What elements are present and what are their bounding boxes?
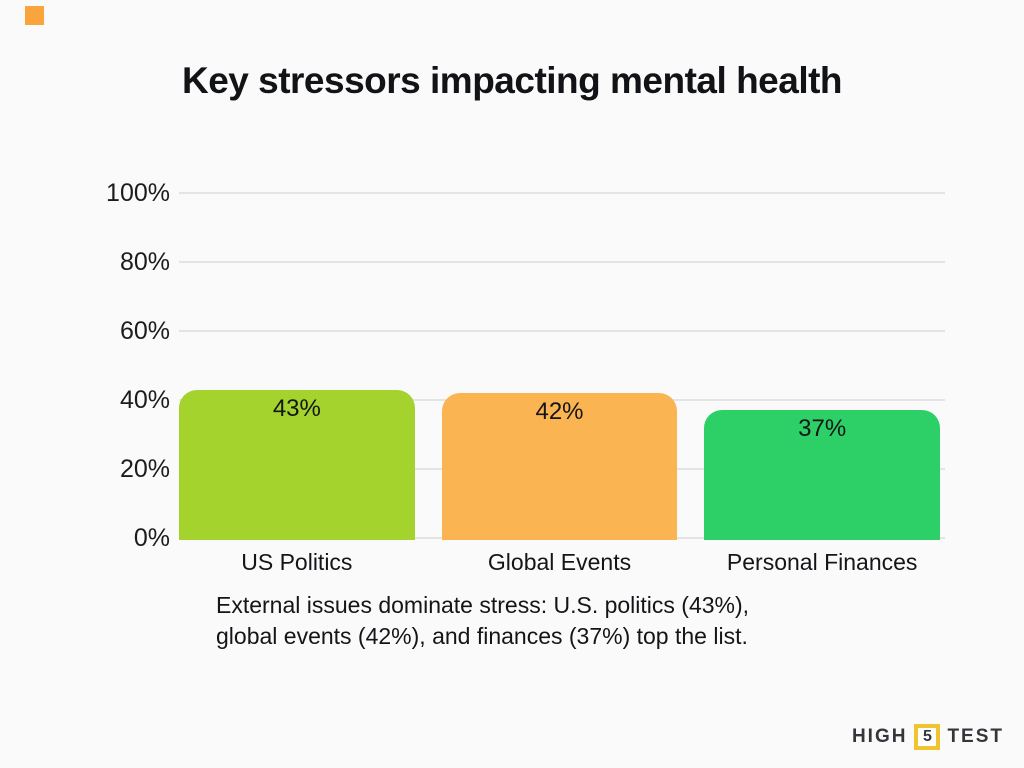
x-axis-labels: US Politics Global Events Personal Finance…: [179, 549, 940, 576]
y-tick-label-40: 40%: [119, 386, 170, 414]
caption: External issues dominate stress: U.S. po…: [216, 590, 749, 652]
x-label-us-politics: US Politics: [241, 549, 353, 575]
bars-group: 43% 42% 37%: [179, 389, 941, 540]
bar-global-events: 42%: [441, 393, 678, 540]
logo-5-badge: 5: [914, 724, 941, 750]
bar-value-label: 37%: [798, 415, 847, 443]
bar-us-politics: 43%: [179, 389, 415, 540]
y-tick-label-0: 0%: [133, 524, 170, 552]
high5test-logo: HIGH 5 TEST: [852, 722, 1004, 752]
caption-line-1: External issues dominate stress: U.S. po…: [216, 592, 750, 618]
y-tick-label-80: 80%: [119, 248, 170, 276]
bar-value-label: 42%: [535, 398, 584, 426]
caption-line-2: global events (42%), and finances (37%) …: [216, 623, 748, 649]
chart-title: Key stressors impacting mental health: [181, 60, 843, 101]
gridline-80: [179, 261, 945, 263]
x-label-personal-finances: Personal Finances: [726, 549, 918, 575]
y-tick-label-100: 100%: [106, 179, 170, 207]
logo-badge-number: 5: [922, 728, 932, 745]
bar-value-label: 43%: [272, 394, 321, 422]
bar-personal-finances: 37%: [704, 410, 941, 540]
x-label-global-events: Global Events: [487, 549, 632, 575]
logo-word-test: TEST: [947, 726, 1004, 747]
gridline-100: [179, 192, 945, 194]
logo-word-high: HIGH: [851, 726, 908, 747]
y-tick-label-60: 60%: [119, 317, 170, 345]
gridline-60: [179, 330, 945, 332]
y-tick-label-20: 20%: [119, 455, 170, 483]
corner-accent-square: [25, 6, 44, 25]
